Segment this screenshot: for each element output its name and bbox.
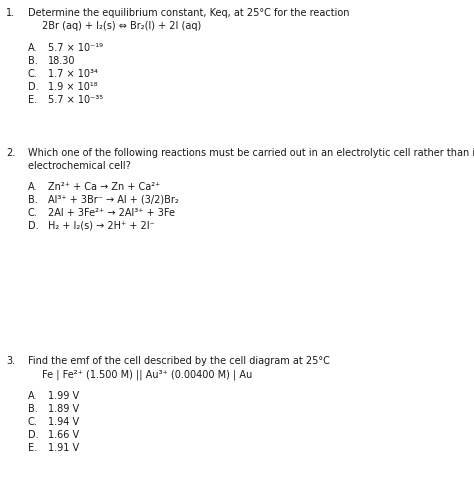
Text: Find the emf of the cell described by the cell diagram at 25°C: Find the emf of the cell described by th… [28, 356, 330, 366]
Text: D.: D. [28, 221, 38, 231]
Text: A.: A. [28, 43, 37, 53]
Text: Which one of the following reactions must be carried out in an electrolytic cell: Which one of the following reactions mus… [28, 148, 474, 158]
Text: D.: D. [28, 430, 38, 440]
Text: 5.7 × 10⁻³⁵: 5.7 × 10⁻³⁵ [48, 95, 103, 105]
Text: B.: B. [28, 56, 38, 66]
Text: 1.91 V: 1.91 V [48, 443, 79, 453]
Text: C.: C. [28, 417, 38, 427]
Text: Zn²⁺ + Ca → Zn + Ca²⁺: Zn²⁺ + Ca → Zn + Ca²⁺ [48, 182, 160, 192]
Text: B.: B. [28, 404, 38, 414]
Text: H₂ + I₂(s) → 2H⁺ + 2I⁻: H₂ + I₂(s) → 2H⁺ + 2I⁻ [48, 221, 155, 231]
Text: 2Br (aq) + I₂(s) ⇔ Br₂(l) + 2I (aq): 2Br (aq) + I₂(s) ⇔ Br₂(l) + 2I (aq) [42, 21, 201, 31]
Text: A.: A. [28, 391, 37, 401]
Text: C.: C. [28, 69, 38, 79]
Text: 1.: 1. [6, 8, 15, 18]
Text: 2Al + 3Fe²⁺ → 2Al³⁺ + 3Fe: 2Al + 3Fe²⁺ → 2Al³⁺ + 3Fe [48, 208, 175, 218]
Text: Fe | Fe²⁺ (1.500 M) || Au³⁺ (0.00400 M) | Au: Fe | Fe²⁺ (1.500 M) || Au³⁺ (0.00400 M) … [42, 369, 252, 380]
Text: 18.30: 18.30 [48, 56, 75, 66]
Text: electrochemical cell?: electrochemical cell? [28, 161, 131, 171]
Text: Al³⁺ + 3Br⁻ → Al + (3/2)Br₂: Al³⁺ + 3Br⁻ → Al + (3/2)Br₂ [48, 195, 179, 205]
Text: E.: E. [28, 95, 37, 105]
Text: 5.7 × 10⁻¹⁹: 5.7 × 10⁻¹⁹ [48, 43, 103, 53]
Text: 1.66 V: 1.66 V [48, 430, 79, 440]
Text: E.: E. [28, 443, 37, 453]
Text: C.: C. [28, 208, 38, 218]
Text: D.: D. [28, 82, 38, 92]
Text: 1.89 V: 1.89 V [48, 404, 79, 414]
Text: 1.7 × 10³⁴: 1.7 × 10³⁴ [48, 69, 98, 79]
Text: 2.: 2. [6, 148, 15, 158]
Text: 3.: 3. [6, 356, 15, 366]
Text: 1.94 V: 1.94 V [48, 417, 79, 427]
Text: A.: A. [28, 182, 37, 192]
Text: Determine the equilibrium constant, Keq, at 25°C for the reaction: Determine the equilibrium constant, Keq,… [28, 8, 349, 18]
Text: 1.9 × 10¹⁸: 1.9 × 10¹⁸ [48, 82, 98, 92]
Text: B.: B. [28, 195, 38, 205]
Text: 1.99 V: 1.99 V [48, 391, 79, 401]
